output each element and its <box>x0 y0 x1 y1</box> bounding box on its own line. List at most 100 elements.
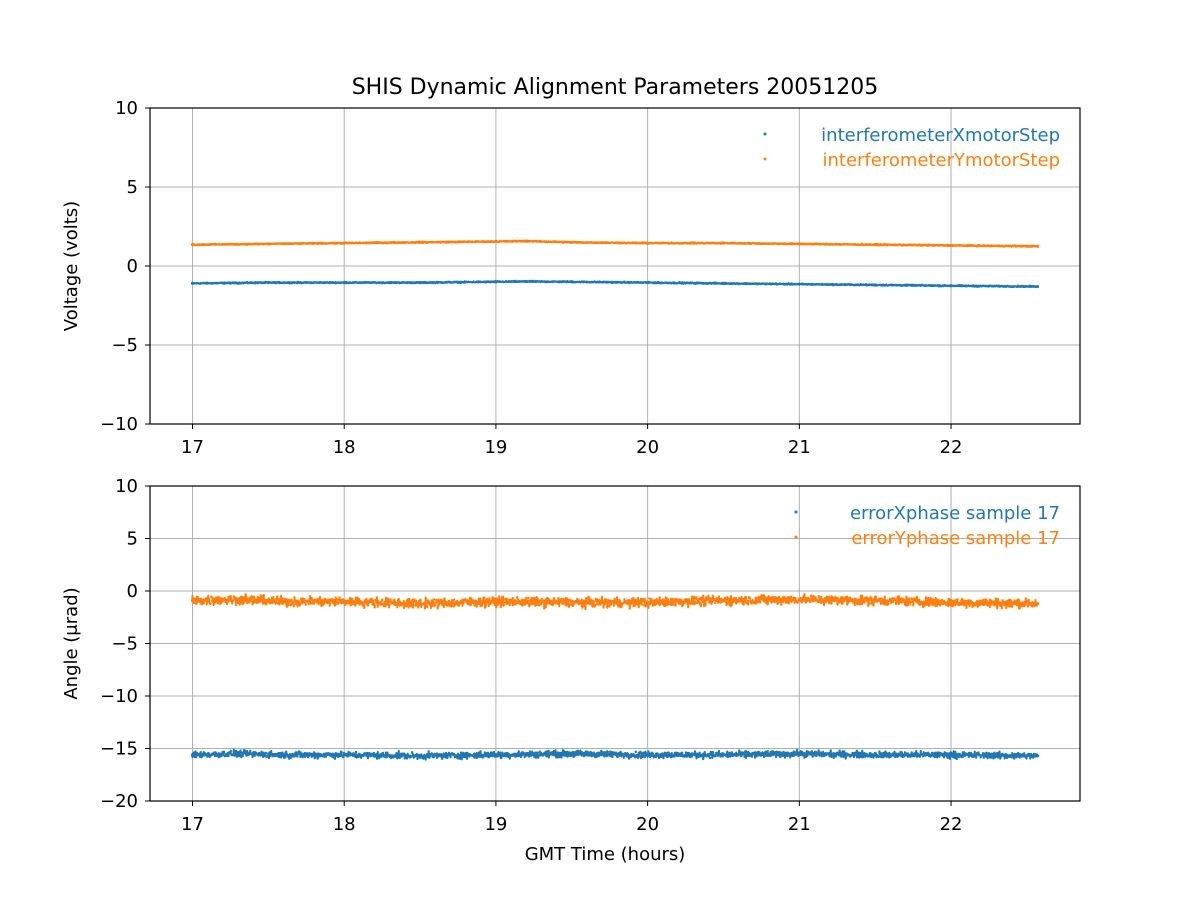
series-points <box>191 593 1039 611</box>
data-point <box>266 242 270 246</box>
x-tick-label: 17 <box>181 437 204 458</box>
data-point <box>721 241 726 245</box>
legend-marker <box>794 510 798 514</box>
y-tick-label: 5 <box>127 177 138 198</box>
data-point <box>1035 754 1040 758</box>
data-point <box>797 242 801 246</box>
y-tick-label: −10 <box>100 686 138 707</box>
y-tick-label: −20 <box>100 791 138 812</box>
y-tick-label: 0 <box>127 256 138 277</box>
legend: errorXphase sample 17 errorYphase sample … <box>794 503 1060 549</box>
x-tick-label: 17 <box>181 814 204 835</box>
x-axis-label: GMT Time (hours) <box>525 844 686 865</box>
x-tick-label: 21 <box>788 437 811 458</box>
panels: 17 18 19 20 21 22 10 5 0 −5 −10 Voltage (volts) inte… <box>61 98 1081 865</box>
data-point <box>236 752 240 756</box>
data-point <box>570 600 574 605</box>
data-point <box>281 753 286 757</box>
x-tick-label: 21 <box>788 814 811 835</box>
data-point <box>281 599 286 604</box>
data-point <box>646 280 650 285</box>
data-point <box>949 243 953 248</box>
series-errorxphase-sample-17 <box>190 748 1040 761</box>
legend-label: interferometerXmotorStep <box>821 125 1060 146</box>
data-point <box>524 279 528 284</box>
x-tick-label: 22 <box>940 814 963 835</box>
x-tick-label: 19 <box>484 814 507 835</box>
y-tick-label: 10 <box>115 476 138 497</box>
x-tick-label: 18 <box>333 814 356 835</box>
data-point <box>873 753 877 757</box>
series-interferometerymotorstep <box>190 239 1040 248</box>
data-point <box>949 600 953 605</box>
data-point <box>190 598 195 603</box>
figure-title: SHIS Dynamic Alignment Parameters 200512… <box>352 75 879 100</box>
data-point <box>721 753 726 757</box>
data-point <box>1035 602 1040 606</box>
data-point <box>1035 244 1040 248</box>
legend: interferometerXmotorStep interferometerYm… <box>763 125 1060 171</box>
data-point <box>797 752 801 756</box>
data-point <box>494 280 498 284</box>
y-axis-label: Voltage (volts) <box>61 201 82 331</box>
x-tick-label: 20 <box>636 437 659 458</box>
legend-label: errorXphase sample 17 <box>850 503 1060 524</box>
y-tick-label: 5 <box>127 529 138 550</box>
legend-label: errorYphase sample 17 <box>851 528 1060 549</box>
x-tick-label: 19 <box>484 437 507 458</box>
data-point <box>418 602 422 606</box>
data-point <box>418 754 422 758</box>
data-point <box>797 597 801 602</box>
data-point <box>949 284 953 288</box>
data-point <box>418 240 422 244</box>
data-point <box>797 282 801 286</box>
data-point <box>190 243 195 247</box>
data-point <box>524 239 528 243</box>
legend-marker <box>763 157 767 161</box>
legend-label: interferometerYmotorStep <box>822 150 1060 171</box>
data-point <box>1035 284 1040 289</box>
data-point <box>646 600 650 605</box>
y-tick-label: −15 <box>100 739 138 760</box>
y-tick-label: −5 <box>111 335 138 356</box>
x-tick-label: 20 <box>636 814 659 835</box>
series-erroryphase-sample-17 <box>190 593 1040 611</box>
legend-marker <box>763 132 767 136</box>
data-point <box>494 599 498 604</box>
data-point <box>873 243 877 247</box>
data-point <box>646 241 650 245</box>
data-point <box>342 280 346 285</box>
data-point <box>494 753 498 757</box>
data-point <box>190 753 195 757</box>
y-tick-label: −5 <box>111 634 138 655</box>
data-point <box>342 753 346 757</box>
data-point <box>418 280 422 285</box>
data-point <box>190 281 195 285</box>
data-point <box>236 597 240 602</box>
y-tick-label: 10 <box>115 98 138 119</box>
x-tick-label: 22 <box>940 437 963 458</box>
data-point <box>570 752 574 756</box>
data-point <box>721 598 726 603</box>
data-point <box>646 753 650 757</box>
y-tick-label: 0 <box>127 581 138 602</box>
legend-marker <box>794 535 798 539</box>
data-point <box>342 599 346 604</box>
y-axis-label: Angle (μrad) <box>61 587 82 699</box>
data-point <box>721 281 726 285</box>
series-interferometerxmotorstep <box>190 279 1040 289</box>
y-tick-label: −10 <box>100 414 138 435</box>
data-point <box>570 280 574 284</box>
data-point <box>570 240 574 244</box>
data-point <box>873 283 877 287</box>
x-tick-label: 18 <box>333 437 356 458</box>
data-point <box>342 241 346 245</box>
data-point <box>949 753 953 757</box>
data-point <box>494 239 498 244</box>
data-point <box>873 598 877 603</box>
data-point <box>266 280 270 285</box>
chart-panel-1: 17 18 19 20 21 22 10 5 0 −5 −10 Voltage (volts) inte… <box>61 98 1081 458</box>
chart-panel-2: 17 18 19 20 21 22 10 5 0 −5 −10 −15 −20 Angle (μrad) G… <box>61 476 1081 865</box>
